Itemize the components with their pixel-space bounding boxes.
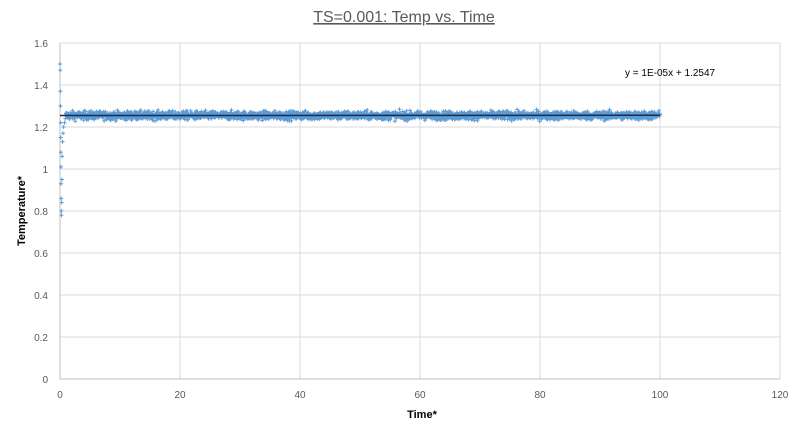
data-point <box>59 150 63 154</box>
y-tick-label: 1 <box>42 165 48 176</box>
data-point <box>62 125 66 129</box>
y-tick-label: 0 <box>42 375 48 386</box>
y-tick-label: 0.4 <box>34 291 48 302</box>
data-point <box>59 136 63 140</box>
axis-layer: 0 0.2 0.4 0.6 0.8 1 1.2 1.4 1.6 0 20 40 60 80 100 120 <box>34 39 789 401</box>
x-tick-label: 120 <box>772 390 789 401</box>
data-point <box>63 121 67 125</box>
data-point <box>59 121 63 125</box>
y-tick-label: 1.2 <box>34 123 48 134</box>
data-point <box>61 131 65 135</box>
y-tick-label: 0.8 <box>34 207 48 218</box>
x-tick-label: 0 <box>57 390 63 401</box>
data-point <box>58 68 62 72</box>
x-tick-label: 100 <box>652 390 669 401</box>
x-tick-label: 60 <box>414 390 426 401</box>
x-tick-label: 80 <box>534 390 546 401</box>
data-point <box>60 178 64 182</box>
grid-layer <box>60 43 780 379</box>
data-point <box>58 104 62 108</box>
data-point <box>60 154 64 158</box>
y-tick-label: 1.4 <box>34 81 48 92</box>
x-tick-label: 40 <box>294 390 306 401</box>
data-point <box>397 107 401 111</box>
y-axis-title: Temperature* <box>16 175 28 246</box>
chart-title: TS=0.001: Temp vs. Time <box>313 9 495 26</box>
data-point <box>61 140 65 144</box>
x-axis-title: Time* <box>407 409 437 421</box>
y-tick-label: 1.6 <box>34 39 48 50</box>
y-tick-label: 0.2 <box>34 333 48 344</box>
data-point <box>58 62 62 66</box>
y-tick-label: 0.6 <box>34 249 48 260</box>
x-tick-label: 20 <box>174 390 186 401</box>
data-point <box>58 89 62 93</box>
trendline-label: y = 1E-05x + 1.2547 <box>625 68 716 79</box>
